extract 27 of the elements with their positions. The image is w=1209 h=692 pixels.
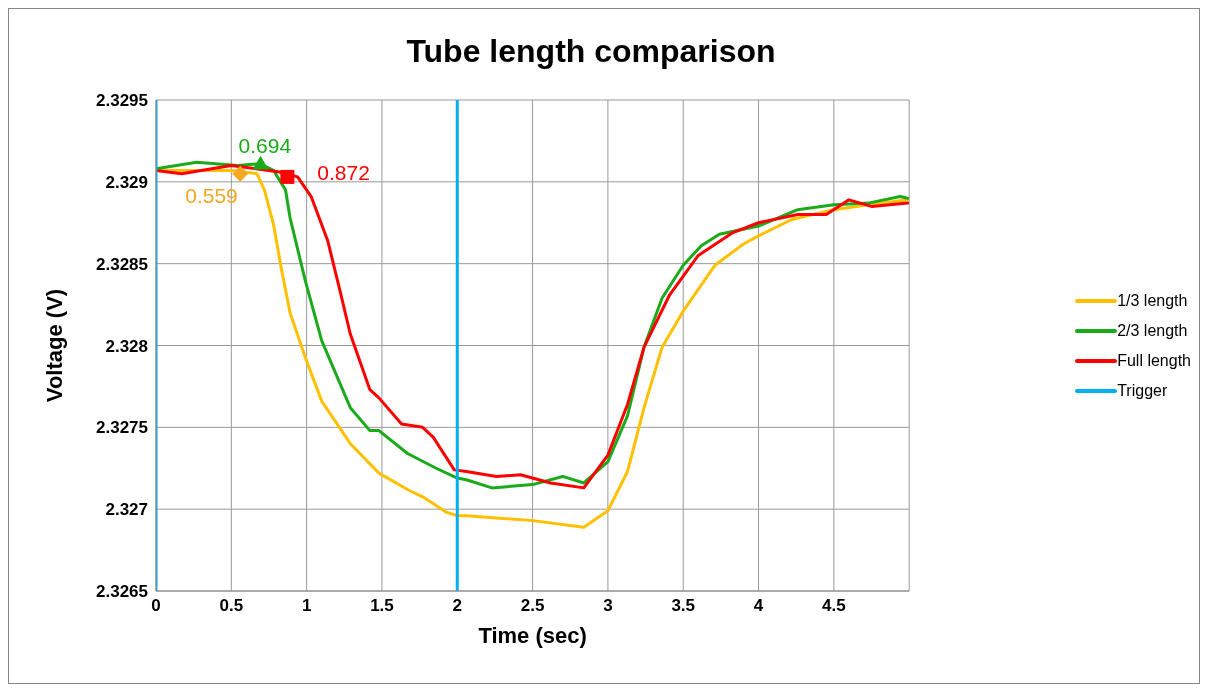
x-axis-title: Time (sec) bbox=[478, 623, 587, 648]
annotation: 0.694 bbox=[238, 134, 292, 158]
chart-title: Tube length comparison bbox=[405, 33, 777, 70]
annotation: 0.559 bbox=[185, 184, 238, 208]
legend-label: Full length bbox=[1117, 352, 1191, 370]
legend-label: Trigger bbox=[1117, 382, 1168, 400]
y-tick-label: 2.3285 bbox=[96, 254, 148, 274]
x-tick-label: 2 bbox=[452, 596, 462, 616]
y-tick-label: 2.3275 bbox=[96, 418, 148, 438]
legend-label: 1/3 length bbox=[1117, 292, 1188, 310]
x-tick-label: 3 bbox=[603, 596, 613, 616]
x-tick-label: 4.5 bbox=[822, 596, 846, 616]
y-axis-title: Voltage (V) bbox=[41, 288, 67, 403]
x-tick-label: 3.5 bbox=[671, 596, 696, 616]
y-tick-label: 2.3295 bbox=[96, 91, 148, 111]
x-tick-label: 0.5 bbox=[219, 596, 244, 616]
annotation: 0.872 bbox=[317, 161, 370, 185]
x-tick-label: 2.5 bbox=[520, 596, 545, 616]
y-tick-label: 2.3265 bbox=[96, 582, 148, 602]
x-tick-label: 1.5 bbox=[370, 596, 394, 616]
legend-label: 2/3 length bbox=[1117, 322, 1188, 340]
x-tick-label: 0 bbox=[151, 596, 161, 616]
x-tick-label: 1 bbox=[301, 596, 312, 616]
y-tick-label: 2.328 bbox=[105, 336, 148, 356]
y-tick-label: 2.329 bbox=[105, 172, 148, 192]
x-tick-label: 4 bbox=[753, 596, 764, 616]
y-tick-label: 2.327 bbox=[105, 500, 148, 520]
